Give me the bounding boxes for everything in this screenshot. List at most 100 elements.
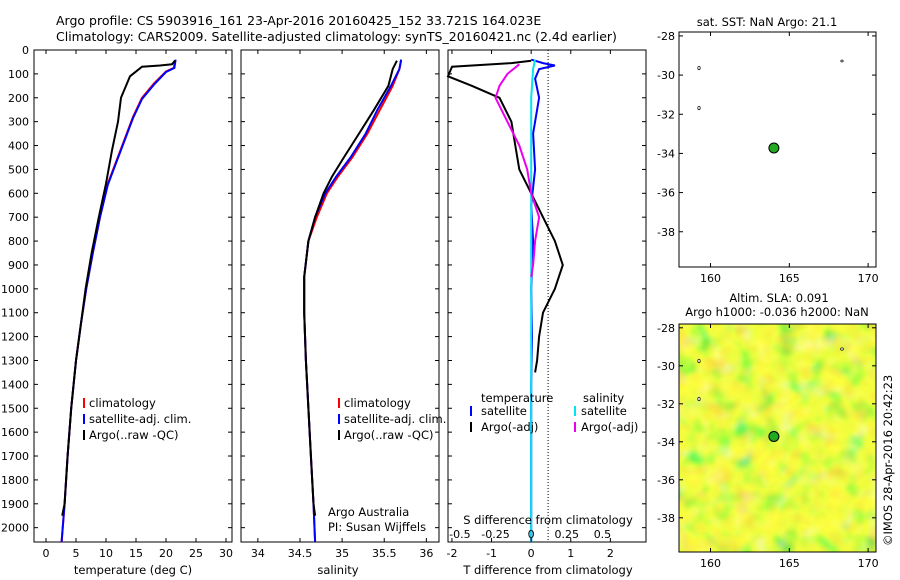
sla-map-frame bbox=[678, 323, 877, 553]
t-diff-tick-label: 2 bbox=[607, 547, 614, 560]
s-diff-tick-label: -0.5 bbox=[449, 528, 470, 541]
y-tick-label: 1700 bbox=[1, 450, 29, 463]
salinity-legend: climatology satellite-adj. clim. Argo(..… bbox=[338, 396, 446, 442]
y-tick-label: 1500 bbox=[1, 402, 29, 415]
series-line-satellite bbox=[530, 59, 537, 542]
x-tick-label: 165 bbox=[779, 272, 800, 285]
y-tick-label: 300 bbox=[8, 116, 29, 129]
y-tick-label: 1900 bbox=[1, 498, 29, 511]
s-diff-tick-label: 0.5 bbox=[594, 528, 612, 541]
x-tick-label: 36 bbox=[419, 547, 433, 560]
series-line-argo-raw-qc- bbox=[303, 60, 398, 516]
legend-temperature-header: temperature bbox=[481, 391, 553, 405]
y-tick-label: -36 bbox=[657, 474, 675, 487]
island-speck bbox=[840, 59, 844, 63]
y-tick-label: 1000 bbox=[1, 283, 29, 296]
difference-series-group bbox=[446, 58, 564, 542]
x-tick-label: 0 bbox=[43, 547, 50, 560]
legend-satellite-label: satellite-adj. clim. bbox=[89, 412, 191, 426]
y-tick-label: 1800 bbox=[1, 474, 29, 487]
series-line-climatology bbox=[303, 60, 403, 543]
t-diff-tick-label: 0 bbox=[528, 547, 535, 560]
y-tick-label: -28 bbox=[657, 30, 675, 43]
series-line-satellite-adj-clim- bbox=[60, 59, 177, 543]
y-tick-label: -34 bbox=[657, 147, 675, 160]
s-difference-xlabel: S difference from climatology bbox=[463, 513, 633, 527]
sla-map-title-line1: Altim. SLA: 0.091 bbox=[729, 291, 828, 305]
x-tick-label: 160 bbox=[700, 557, 721, 570]
x-tick-label: 170 bbox=[858, 557, 879, 570]
x-tick-label: 5 bbox=[73, 547, 80, 560]
legend-t-argo-label: Argo(-adj) bbox=[481, 420, 538, 434]
y-tick-label: -34 bbox=[657, 436, 675, 449]
y-tick-label: 900 bbox=[8, 259, 29, 272]
sla-map-title-line2: Argo h1000: -0.036 h2000: NaN bbox=[685, 305, 869, 319]
x-tick-label: 10 bbox=[99, 547, 113, 560]
series-line-argo-adj- bbox=[494, 63, 541, 278]
float-position-marker bbox=[768, 142, 780, 154]
y-tick-label: 600 bbox=[8, 187, 29, 200]
legend-t-satellite-label: satellite bbox=[481, 404, 527, 418]
float-position-marker bbox=[768, 431, 780, 442]
x-tick-label: 15 bbox=[129, 547, 143, 560]
x-tick-label: 35 bbox=[335, 547, 349, 560]
y-tick-label: 400 bbox=[8, 140, 29, 153]
x-tick-label: 20 bbox=[159, 547, 173, 560]
difference-ticks: -2 -1 0 1 2 -0.5 -0.25 0 0.25 0.5 bbox=[446, 49, 646, 560]
island-speck bbox=[697, 358, 701, 364]
s-diff-tick-label: 0 bbox=[528, 528, 535, 541]
temperature-legend: climatology satellite-adj. clim. Argo(..… bbox=[83, 396, 191, 442]
t-diff-tick-label: 1 bbox=[567, 547, 574, 560]
sst-map-ticks: 160 165 170 -28 -30 -32 -34 -36 -38 bbox=[657, 30, 879, 285]
temperature-panel: 0 5 10 15 20 25 300100200300400500600700800900… bbox=[1, 44, 233, 577]
y-tick-label: 2000 bbox=[1, 522, 29, 535]
difference-axes-frame bbox=[447, 49, 647, 543]
series-line-argo-adj- bbox=[446, 59, 564, 373]
annotation-line1: Argo Australia bbox=[328, 505, 409, 519]
y-tick-label: 200 bbox=[8, 92, 29, 105]
temperature-ticks: 0 5 10 15 20 25 300100200300400500600700800900… bbox=[1, 44, 233, 560]
legend-salinity-header: salinity bbox=[583, 391, 624, 405]
y-tick-label: -30 bbox=[657, 360, 675, 373]
x-tick-label: 35.5 bbox=[372, 547, 397, 560]
series-line-climatology bbox=[60, 60, 176, 543]
annotation-line2: PI: Susan Wijffels bbox=[328, 520, 426, 534]
temperature-diff-legend: temperature satellite Argo(-adj) bbox=[470, 391, 553, 434]
x-tick-label: 165 bbox=[779, 557, 800, 570]
legend-climatology-label: climatology bbox=[89, 396, 156, 410]
t-diff-tick-label: -1 bbox=[486, 547, 497, 560]
sst-map-panel: sat. SST: NaN Argo: 21.1 160 165 170 -28 -30… bbox=[657, 15, 879, 285]
x-tick-label: 34.5 bbox=[288, 547, 313, 560]
sst-map-frame bbox=[678, 31, 877, 268]
s-diff-tick-label: -0.25 bbox=[481, 528, 509, 541]
sst-map-title: sat. SST: NaN Argo: 21.1 bbox=[697, 15, 838, 29]
y-tick-label: 1100 bbox=[1, 307, 29, 320]
coastline-specks bbox=[697, 59, 844, 111]
salinity-xlabel: salinity bbox=[317, 563, 358, 577]
y-tick-label: -28 bbox=[657, 322, 675, 335]
x-tick-label: 160 bbox=[700, 272, 721, 285]
y-tick-label: 500 bbox=[8, 163, 29, 176]
series-line-argo-raw-qc- bbox=[61, 60, 176, 516]
temperature-series-group bbox=[60, 59, 177, 543]
island-speck bbox=[697, 105, 701, 111]
temperature-axes-frame bbox=[33, 49, 233, 543]
x-tick-label: 25 bbox=[189, 547, 203, 560]
sla-map-panel: Altim. SLA: 0.091 Argo h1000: -0.036 h20… bbox=[657, 291, 895, 570]
s-diff-tick-label: 0.25 bbox=[555, 528, 580, 541]
legend-s-satellite-label: satellite bbox=[581, 404, 627, 418]
y-tick-label: 1600 bbox=[1, 426, 29, 439]
legend-argo-label: Argo(..raw -QC) bbox=[344, 428, 434, 442]
salinity-panel: 34 34.5 35 35.5 36 climatology satellite-adj… bbox=[240, 49, 446, 577]
sla-map-ticks: 160 165 170 -28 -30 -32 -34 -36 -38 bbox=[657, 322, 879, 570]
legend-satellite-label: satellite-adj. clim. bbox=[344, 412, 446, 426]
y-tick-label: -38 bbox=[657, 226, 675, 239]
y-tick-label: 1400 bbox=[1, 378, 29, 391]
y-tick-label: 0 bbox=[22, 44, 29, 57]
salinity-ticks: 34 34.5 35 35.5 36 bbox=[241, 49, 439, 560]
x-tick-label: 170 bbox=[858, 272, 879, 285]
difference-panel: -2 -1 0 1 2 -0.5 -0.25 0 0.25 0.5 temperature sat… bbox=[446, 49, 647, 577]
legend-s-argo-label: Argo(-adj) bbox=[581, 420, 638, 434]
legend-climatology-label: climatology bbox=[344, 396, 411, 410]
salinity-axes-frame bbox=[240, 49, 440, 543]
